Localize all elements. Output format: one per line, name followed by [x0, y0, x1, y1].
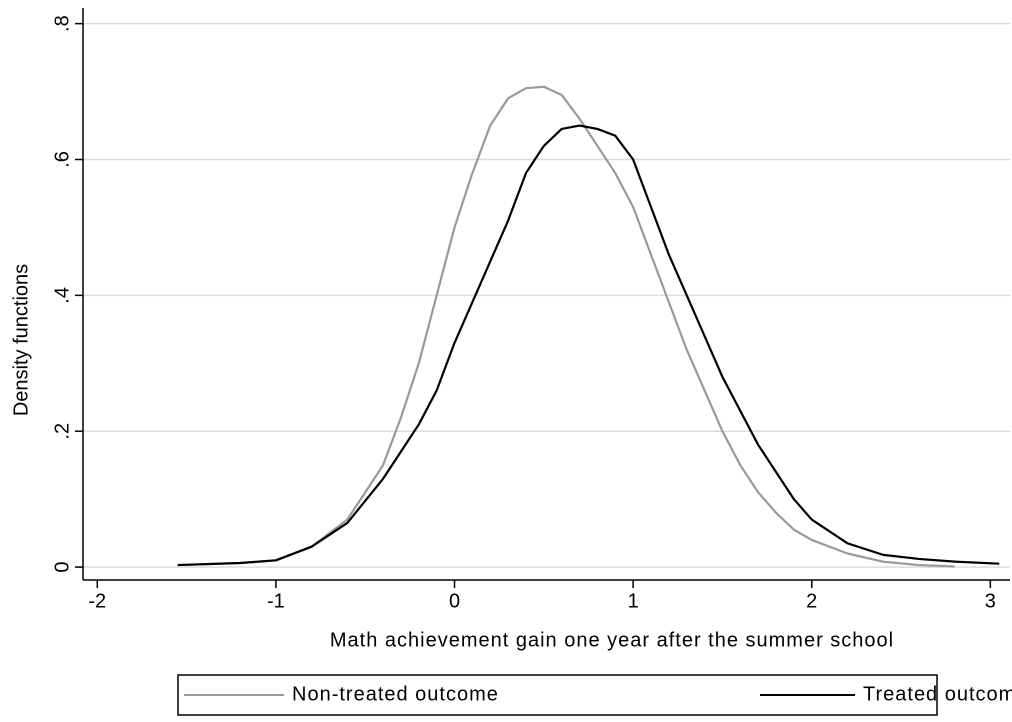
x-axis-title: Math achievement gain one year after the…	[330, 629, 894, 651]
x-tick-label: 3	[985, 590, 996, 612]
y-tick-label: .8	[51, 15, 73, 32]
y-tick-label: .6	[51, 151, 73, 168]
x-tick-label: 2	[806, 590, 817, 612]
legend-label: Non-treated outcome	[292, 683, 499, 705]
y-tick-label: 0	[51, 562, 73, 573]
y-tick-label: .4	[51, 287, 73, 304]
y-axis-title: Density functions	[10, 264, 32, 416]
y-tick-label: .2	[51, 423, 73, 440]
legend-label: Treated outcome	[863, 683, 1012, 705]
x-tick-label: -2	[88, 590, 106, 612]
x-tick-label: 1	[628, 590, 639, 612]
series-line	[177, 85, 955, 568]
x-tick-label: 0	[449, 590, 460, 612]
x-tick-label: -1	[267, 590, 285, 612]
series-line	[177, 124, 1000, 567]
